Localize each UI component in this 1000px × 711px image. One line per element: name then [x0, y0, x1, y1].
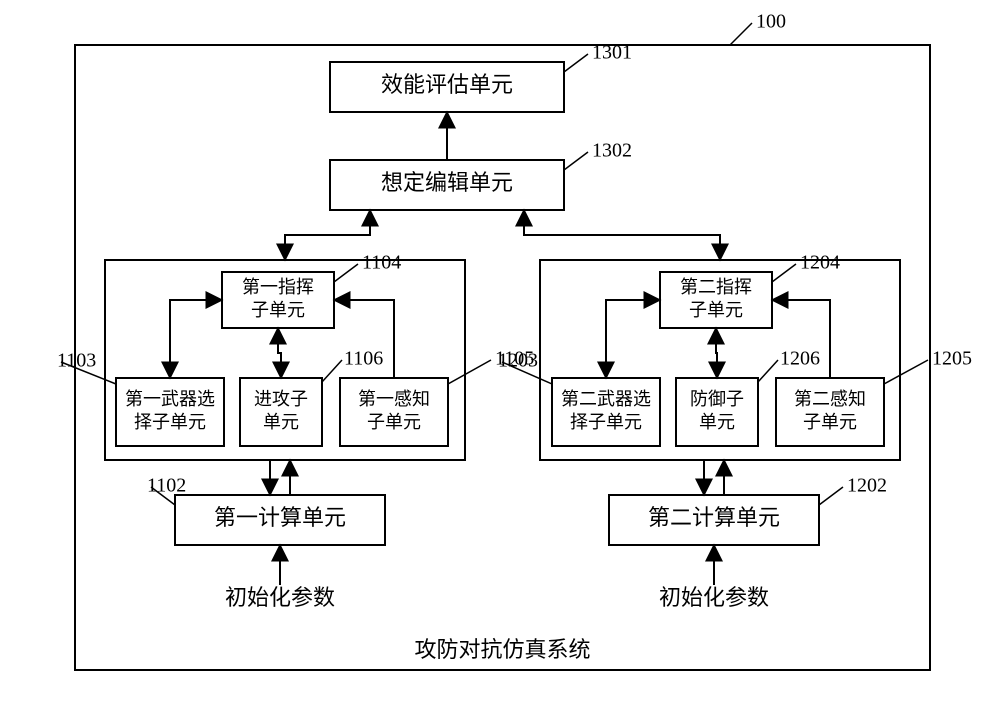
svg-text:想定编辑单元: 想定编辑单元: [381, 170, 513, 195]
svg-text:子单元: 子单元: [689, 300, 743, 320]
l-cmd: 第一指挥 子单元 1104: [222, 252, 401, 328]
svg-text:1106: 1106: [344, 348, 383, 370]
r-cmd: 第二指挥 子单元 1204: [660, 252, 840, 328]
svg-text:进攻子: 进攻子: [254, 389, 308, 409]
svg-text:单元: 单元: [699, 412, 735, 432]
svg-text:1206: 1206: [780, 348, 820, 370]
svg-text:1103: 1103: [57, 350, 96, 372]
svg-text:子单元: 子单元: [803, 412, 857, 432]
diagram-canvas: 攻防对抗仿真系统 100 效能评估单元 1301 想定编辑单元 1302 第一指…: [0, 0, 1000, 711]
svg-text:1202: 1202: [847, 475, 887, 497]
svg-text:子单元: 子单元: [367, 412, 421, 432]
r-calc: 第二计算单元 1202: [609, 475, 887, 545]
svg-text:择子单元: 择子单元: [570, 412, 642, 432]
ref-100: 100: [730, 11, 786, 45]
system-title: 攻防对抗仿真系统: [414, 637, 590, 662]
svg-text:1302: 1302: [592, 140, 632, 162]
svg-text:第二计算单元: 第二计算单元: [648, 505, 780, 530]
svg-text:第一武器选: 第一武器选: [125, 389, 215, 409]
svg-text:单元: 单元: [263, 412, 299, 432]
svg-text:第一指挥: 第一指挥: [242, 277, 314, 297]
svg-text:1203: 1203: [498, 350, 538, 372]
svg-text:100: 100: [756, 11, 786, 33]
svg-text:第一感知: 第一感知: [358, 389, 430, 409]
r-init-label: 初始化参数: [659, 585, 769, 610]
svg-text:1102: 1102: [147, 475, 186, 497]
svg-text:第一计算单元: 第一计算单元: [214, 505, 346, 530]
svg-text:防御子: 防御子: [690, 389, 744, 409]
svg-text:第二指挥: 第二指挥: [680, 277, 752, 297]
svg-text:1205: 1205: [932, 348, 972, 370]
svg-text:择子单元: 择子单元: [134, 412, 206, 432]
svg-text:1204: 1204: [800, 252, 840, 274]
svg-text:第二感知: 第二感知: [794, 389, 866, 409]
svg-text:子单元: 子单元: [251, 300, 305, 320]
l-init-label: 初始化参数: [225, 585, 335, 610]
svg-text:第二武器选: 第二武器选: [561, 389, 651, 409]
eval-unit: 效能评估单元 1301: [330, 42, 632, 112]
svg-text:1301: 1301: [592, 42, 632, 64]
svg-text:1104: 1104: [362, 252, 401, 274]
l-weapon: 第一武器选 择子单元 1103: [57, 350, 224, 446]
r-weapon: 第二武器选 择子单元 1203: [498, 350, 660, 446]
svg-text:效能评估单元: 效能评估单元: [381, 72, 513, 97]
scen-unit: 想定编辑单元 1302: [330, 140, 632, 210]
l-calc: 第一计算单元 1102: [147, 475, 385, 545]
